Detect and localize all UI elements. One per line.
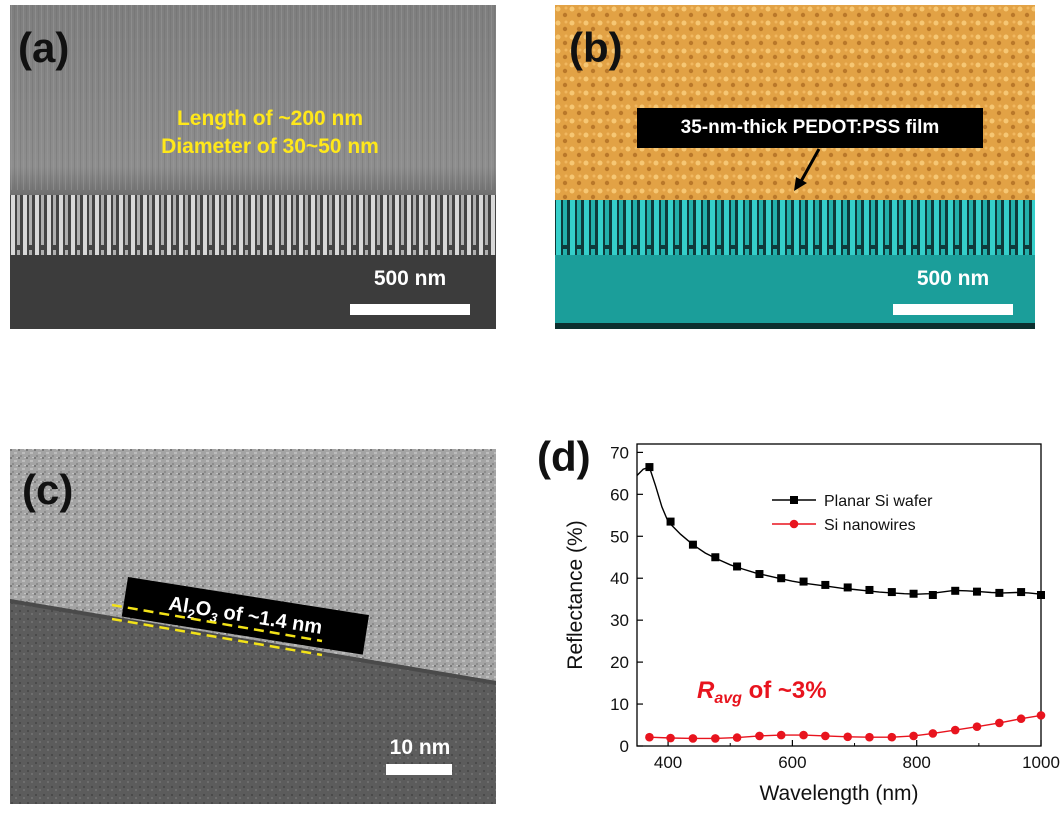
marker-circle <box>776 730 786 740</box>
panel-c: (c) Al2O3 of ~1.4 nm 10 nm <box>10 449 496 804</box>
marker-circle <box>928 729 938 738</box>
x-axis-label: Wavelength (nm) <box>759 782 918 805</box>
annotation-diameter: Diameter of 30~50 nm <box>161 135 379 158</box>
marker-circle <box>843 732 853 742</box>
marker-square <box>733 562 742 571</box>
marker-square <box>865 585 874 594</box>
chart-series <box>636 463 1046 743</box>
scale-bar-a <box>350 304 470 315</box>
scale-bar-label-a: 500 nm <box>373 267 447 290</box>
marker-circle <box>732 733 742 742</box>
ravg-sub: avg <box>714 690 742 707</box>
marker-square <box>928 591 937 599</box>
marker-square <box>777 574 786 583</box>
y-tick-label: 0 <box>620 737 629 756</box>
marker-circle <box>755 731 764 741</box>
interface-dashed-lines <box>111 603 323 657</box>
y-tick-label: 40 <box>610 569 629 588</box>
y-tick-label: 60 <box>610 485 629 504</box>
marker-circle <box>909 731 918 741</box>
reflectance-chart: 400 600 800 1000 0 10 20 30 40 50 60 70 Wavelength (… <box>564 443 1060 805</box>
marker-square <box>843 583 852 592</box>
marker-circle <box>688 734 698 743</box>
panel-b: (b) 35-nm-thick PEDOT:PSS film 500 nm <box>555 5 1035 329</box>
scale-bar-label-c: 10 nm <box>389 736 451 759</box>
panel-a: (a) Length of ~200 nm Diameter of 30~50 … <box>10 5 496 329</box>
marker-square <box>711 553 720 562</box>
marker-circle <box>1036 711 1046 720</box>
marker-circle <box>887 732 897 742</box>
ravg-annotation: Ravg of ~3% <box>697 677 827 707</box>
marker-circle <box>995 718 1004 728</box>
marker-circle <box>865 732 874 742</box>
marker-square <box>799 577 808 586</box>
y-tick-label: 10 <box>610 695 629 714</box>
ravg-rest: of ~3% <box>742 677 827 704</box>
scale-bar-b <box>893 304 1013 315</box>
legend-entry: Planar Si wafer <box>824 493 933 510</box>
legend-entry: Si nanowires <box>824 517 916 534</box>
arrow-icon <box>794 148 821 191</box>
y-tick-label: 20 <box>610 653 629 672</box>
marker-circle <box>666 733 675 743</box>
marker-square <box>821 580 830 589</box>
marker-circle <box>972 722 982 732</box>
annotation-length: Length of ~200 nm <box>176 107 364 130</box>
marker-square <box>951 586 960 595</box>
marker-circle <box>645 732 654 742</box>
marker-square <box>909 589 918 598</box>
chart-axes: 400 600 800 1000 0 10 20 30 40 50 60 70 Wavelength (… <box>564 443 1060 805</box>
y-tick-label: 50 <box>610 527 629 546</box>
marker-square <box>688 540 697 549</box>
x-tick-label: 1000 <box>1022 753 1060 772</box>
marker-square <box>972 587 981 596</box>
marker-square <box>755 570 764 579</box>
marker-circle <box>821 731 830 741</box>
marker-circle <box>1016 714 1026 724</box>
legend-marker <box>790 496 798 504</box>
marker-square <box>1037 591 1045 599</box>
scale-bar-label-b: 500 nm <box>916 267 990 290</box>
scale-bar-c <box>386 764 452 775</box>
sem-image-nanowires <box>10 5 496 329</box>
marker-circle <box>950 725 960 735</box>
y-tick-label: 70 <box>610 443 629 462</box>
y-tick-label: 30 <box>610 611 629 630</box>
pedot-film-label: 35-nm-thick PEDOT:PSS film <box>637 108 983 148</box>
marker-square <box>645 463 654 472</box>
marker-square <box>995 588 1004 597</box>
panel-label-a: (a) <box>18 24 70 71</box>
marker-circle <box>799 730 808 740</box>
ravg-r: R <box>697 677 715 704</box>
panel-label-b: (b) <box>569 24 623 71</box>
x-tick-label: 400 <box>654 753 682 772</box>
chart-legend: Planar Si wafer Si nanowires <box>772 493 933 534</box>
marker-square <box>1017 588 1026 597</box>
marker-square <box>887 588 896 597</box>
marker-square <box>666 517 675 526</box>
y-axis-label: Reflectance (%) <box>564 520 587 669</box>
sem-image-pedot-coated <box>555 5 1035 329</box>
panel-label-c: (c) <box>22 466 74 513</box>
x-tick-label: 600 <box>778 753 806 772</box>
legend-marker <box>789 519 799 529</box>
marker-circle <box>711 734 720 743</box>
panel-label-d: (d) <box>537 433 591 480</box>
x-tick-label: 800 <box>903 753 931 772</box>
